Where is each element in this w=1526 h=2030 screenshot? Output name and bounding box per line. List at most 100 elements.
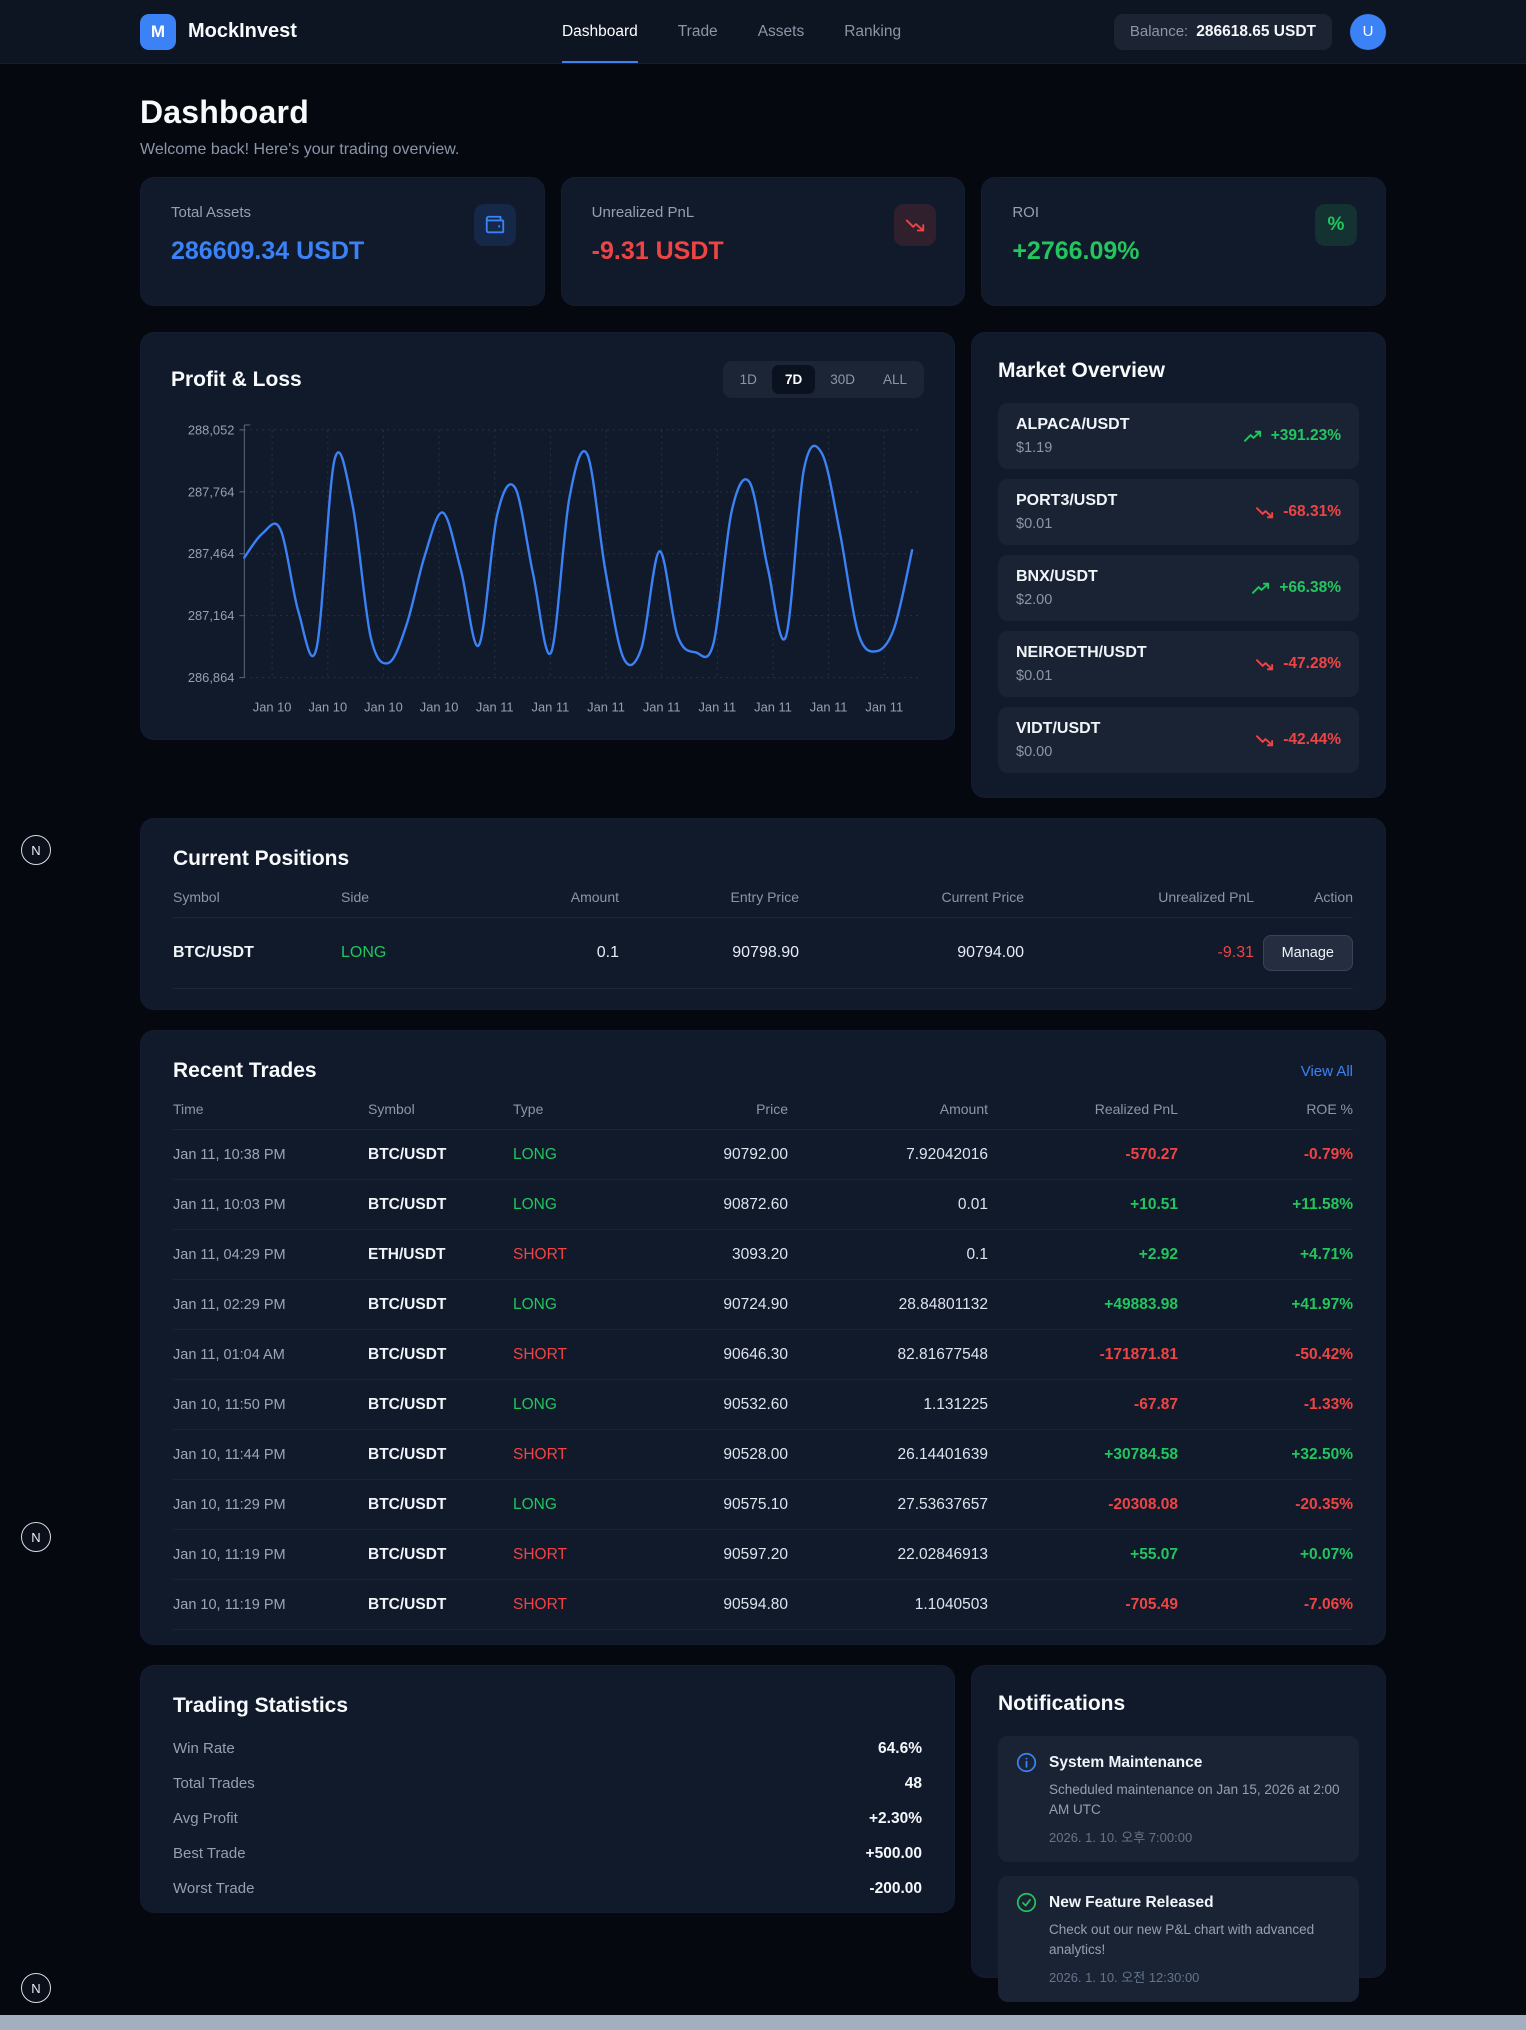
- trade-cell: -50.42%: [1295, 1345, 1353, 1363]
- market-overview-card: Market Overview ALPACA/USDT $1.19 +391.2…: [971, 332, 1386, 798]
- svg-text:Jan 10: Jan 10: [364, 699, 403, 714]
- market-item[interactable]: NEIROETH/USDT $0.01 -47.28%: [998, 631, 1359, 697]
- recent-trades-title: Recent Trades: [173, 1059, 317, 1082]
- trade-cell: ETH/USDT: [368, 1245, 446, 1263]
- trade-cell: LONG: [513, 1295, 557, 1313]
- statistic-value: -200.00: [869, 1880, 922, 1897]
- trade-cell: LONG: [513, 1495, 557, 1513]
- trade-cell: BTC/USDT: [368, 1295, 447, 1313]
- trade-cell: +10.51: [1130, 1195, 1178, 1213]
- info-icon: [1016, 1752, 1037, 1846]
- nav-tab-trade[interactable]: Trade: [677, 22, 718, 40]
- trade-cell: Jan 11, 01:04 AM: [173, 1346, 285, 1363]
- trade-cell: Jan 11, 10:38 PM: [173, 1146, 286, 1163]
- nav-tab-assets[interactable]: Assets: [757, 22, 805, 40]
- market-item[interactable]: ALPACA/USDT $1.19 +391.23%: [998, 403, 1359, 469]
- svg-text:Jan 11: Jan 11: [643, 699, 681, 714]
- trending-down-icon: [894, 204, 937, 246]
- pnl-chart-card: Profit & Loss 1D 7D 30D ALL 288,052 287,764 2…: [140, 332, 955, 740]
- trade-cell: +4.71%: [1299, 1245, 1353, 1263]
- range-button-1d[interactable]: 1D: [727, 365, 770, 394]
- svg-text:Jan 10: Jan 10: [420, 699, 459, 714]
- manage-button[interactable]: Manage: [1262, 935, 1353, 971]
- trade-row: Jan 10, 11:19 PM BTC/USDT SHORT 90597.20 22.…: [173, 1530, 1353, 1580]
- n-overlay-badge[interactable]: N: [21, 1522, 51, 1552]
- nav-tab-ranking[interactable]: Ranking: [844, 22, 902, 40]
- svg-text:Jan 11: Jan 11: [810, 699, 848, 714]
- trade-cell: Jan 10, 11:19 PM: [173, 1546, 286, 1563]
- nav-tab-dashboard[interactable]: Dashboard: [561, 0, 638, 63]
- market-change: -47.28%: [1283, 655, 1341, 672]
- trade-cell: SHORT: [513, 1545, 567, 1563]
- trade-cell: BTC/USDT: [368, 1545, 447, 1563]
- footer-strip: [0, 2015, 1526, 2030]
- brand: M MockInvest: [140, 13, 297, 50]
- position-cell: 90794.00: [957, 944, 1024, 961]
- market-change: +391.23%: [1270, 427, 1341, 444]
- trade-cell: BTC/USDT: [368, 1345, 447, 1363]
- svg-text:287,464: 287,464: [188, 546, 235, 561]
- market-price: $0.00: [1016, 744, 1053, 760]
- pnl-line-chart: 288,052 287,764 287,464 287,164 286,864 Jan 1…: [188, 422, 923, 714]
- trades-column-header: Symbol: [368, 1101, 415, 1117]
- market-change: -68.31%: [1283, 503, 1341, 520]
- statistic-row: Worst Trade -200.00: [173, 1880, 922, 1898]
- market-symbol: VIDT/USDT: [1016, 720, 1101, 737]
- trade-cell: Jan 11, 04:29 PM: [173, 1246, 286, 1263]
- trade-cell: -705.49: [1125, 1595, 1178, 1613]
- statistic-label: Win Rate: [173, 1740, 235, 1757]
- market-item[interactable]: VIDT/USDT $0.00 -42.44%: [998, 707, 1359, 773]
- trade-cell: BTC/USDT: [368, 1145, 447, 1163]
- n-overlay-badge[interactable]: N: [21, 1973, 51, 2003]
- trade-cell: 28.84801132: [898, 1295, 988, 1313]
- chart-range-switcher: 1D 7D 30D ALL: [722, 361, 924, 398]
- statistic-row: Total Trades 48: [173, 1775, 922, 1793]
- market-price: $2.00: [1016, 592, 1053, 608]
- statistic-value: +500.00: [865, 1845, 922, 1862]
- statistic-value: 48: [904, 1775, 922, 1792]
- market-price: $0.01: [1016, 668, 1053, 684]
- total-assets-card: Total Assets 286609.34 USDT: [140, 177, 545, 306]
- statistic-row: Avg Profit +2.30%: [173, 1810, 922, 1828]
- trades-column-header: Realized PnL: [1094, 1101, 1178, 1117]
- trade-cell: +2.92: [1138, 1245, 1178, 1263]
- range-button-30d[interactable]: 30D: [817, 365, 868, 394]
- trade-cell: -1.33%: [1303, 1395, 1353, 1413]
- pnl-line-series: [243, 444, 914, 667]
- svg-text:Jan 11: Jan 11: [698, 699, 736, 714]
- market-item[interactable]: PORT3/USDT $0.01 -68.31%: [998, 479, 1359, 545]
- n-overlay-badge[interactable]: N: [21, 835, 51, 865]
- trade-cell: 1.131225: [923, 1395, 988, 1413]
- position-cell: 90798.90: [732, 944, 799, 961]
- trade-cell: +55.07: [1130, 1545, 1178, 1563]
- trade-row: Jan 11, 01:04 AM BTC/USDT SHORT 90646.30 82.…: [173, 1330, 1353, 1380]
- market-item[interactable]: BNX/USDT $2.00 +66.38%: [998, 555, 1359, 621]
- trade-cell: -7.06%: [1303, 1595, 1353, 1613]
- trade-row: Jan 10, 11:29 PM BTC/USDT LONG 90575.10 27.5…: [173, 1480, 1353, 1530]
- trade-cell: 90594.80: [723, 1595, 788, 1613]
- trend-up-icon: [1252, 582, 1270, 594]
- market-change: +66.38%: [1279, 579, 1341, 596]
- trade-row: Jan 11, 10:38 PM BTC/USDT LONG 90792.00 7.92…: [173, 1130, 1353, 1180]
- trade-cell: 26.14401639: [897, 1445, 988, 1463]
- view-all-link[interactable]: View All: [1300, 1062, 1353, 1080]
- positions-column-header: Action: [1314, 889, 1353, 905]
- notification-title: System Maintenance: [1049, 1754, 1203, 1771]
- trade-cell: SHORT: [513, 1445, 567, 1463]
- notification-desc: Check out our new P&L chart with advance…: [1049, 1922, 1315, 1957]
- logo-icon: M: [140, 13, 176, 50]
- current-positions-card: Current Positions Symbol Side Amount Entry …: [140, 818, 1386, 1010]
- trade-cell: +11.58%: [1292, 1195, 1353, 1213]
- range-button-all[interactable]: ALL: [870, 365, 920, 394]
- trade-cell: BTC/USDT: [368, 1495, 447, 1513]
- trade-cell: -171871.81: [1099, 1345, 1178, 1363]
- statistic-row: Best Trade +500.00: [173, 1845, 922, 1863]
- trade-cell: +32.50%: [1291, 1445, 1353, 1463]
- statistic-label: Worst Trade: [173, 1880, 255, 1897]
- trend-down-icon: [1256, 658, 1274, 670]
- trade-cell: Jan 10, 11:19 PM: [173, 1596, 286, 1613]
- avatar[interactable]: U: [1350, 13, 1386, 50]
- market-price: $1.19: [1016, 440, 1053, 456]
- statistic-row: Win Rate 64.6%: [173, 1740, 922, 1758]
- range-button-7d[interactable]: 7D: [771, 365, 816, 394]
